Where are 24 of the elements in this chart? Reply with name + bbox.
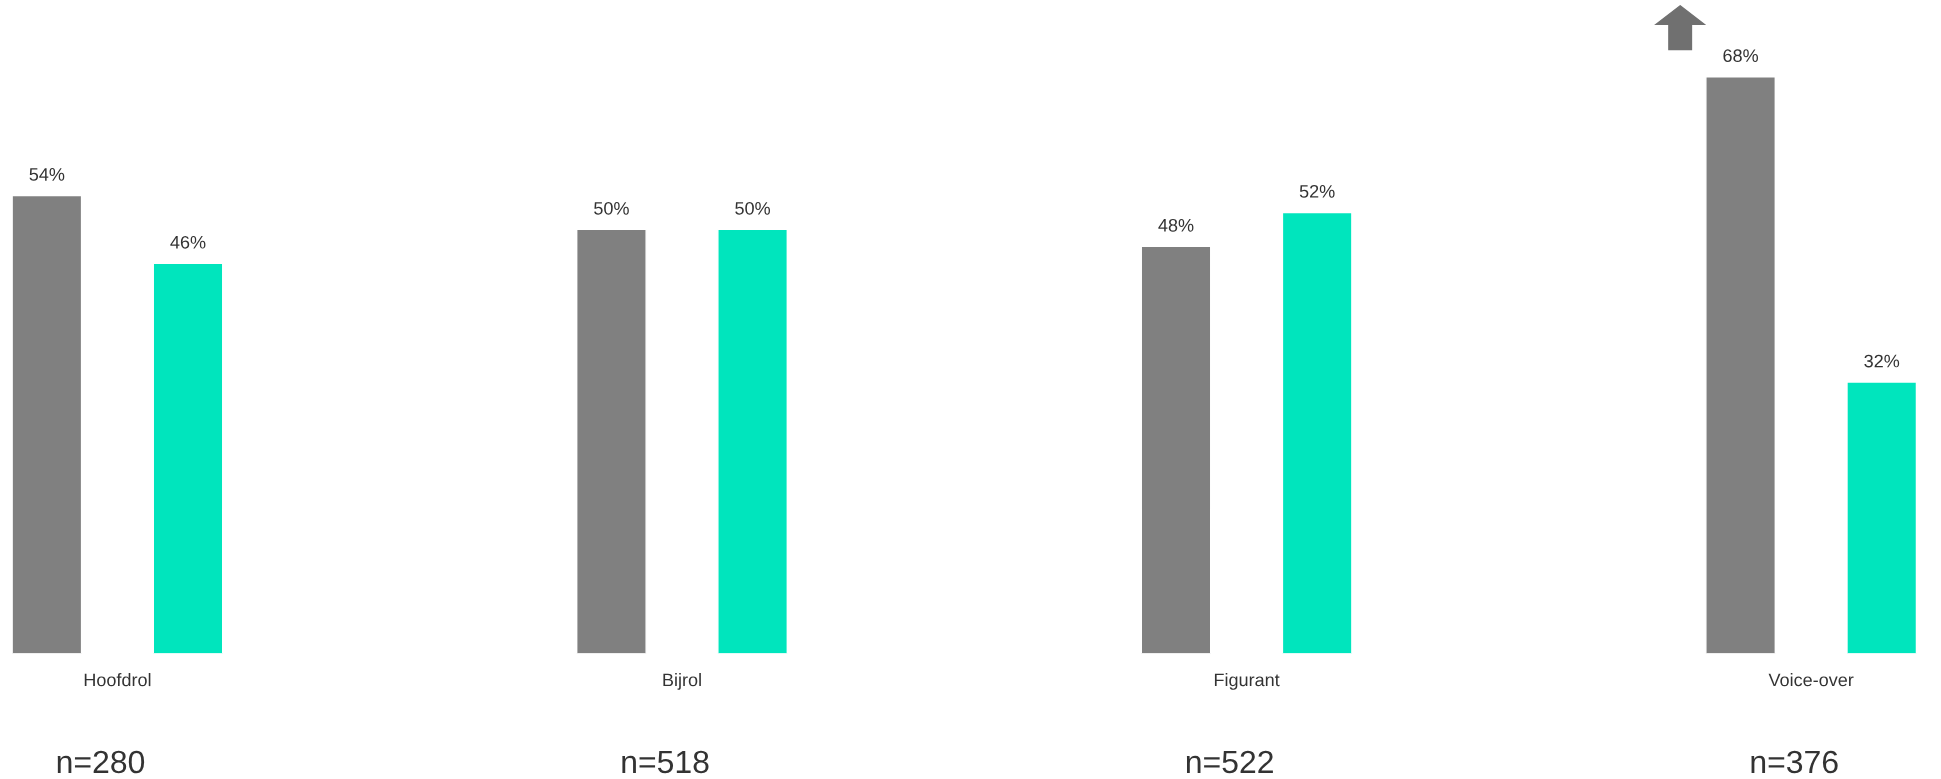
bar <box>1705 76 1776 654</box>
x-tick-label: Bijrol <box>663 673 701 690</box>
bar <box>1281 211 1353 654</box>
data-label: 48% <box>1158 218 1194 232</box>
bar <box>1140 245 1212 654</box>
text: n=518 <box>622 750 709 774</box>
bar <box>576 228 647 654</box>
bar <box>717 228 788 654</box>
data-label: 50% <box>735 201 770 215</box>
data-label: 50% <box>594 201 629 215</box>
data-label: 32% <box>1864 354 1900 368</box>
text: n=522 <box>1186 750 1273 774</box>
data-label: 68% <box>1723 49 1758 63</box>
data-label: 46% <box>170 235 206 249</box>
data-label: 52% <box>1299 184 1335 198</box>
bar <box>11 194 83 654</box>
data-label: 54% <box>29 168 65 181</box>
text: n=280 <box>57 750 145 774</box>
bar <box>1846 381 1918 654</box>
bar <box>152 262 224 654</box>
text: n=376 <box>1751 750 1838 774</box>
x-tick-label: Hoofdrol <box>84 673 151 687</box>
x-tick-label: Voice-over <box>1768 673 1854 687</box>
x-tick-label: Figurant <box>1214 673 1280 690</box>
